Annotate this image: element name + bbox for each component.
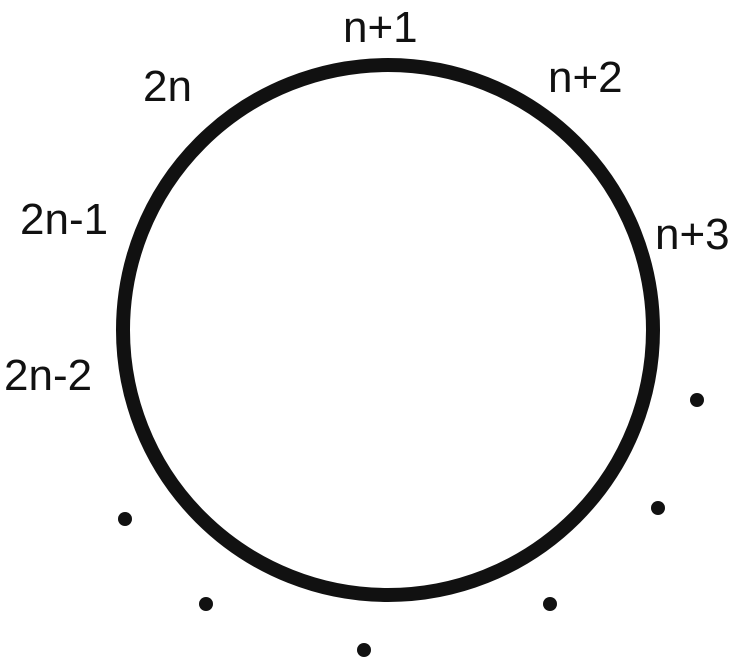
label-n-plus-1: n+1 [343,3,418,52]
label-n-plus-3: n+3 [655,210,730,259]
ellipsis-dot [118,512,132,526]
ring-circle [116,58,660,602]
ellipsis-dot [357,643,371,657]
label-2n: 2n [143,62,192,111]
label-2n-minus-1: 2n-1 [20,195,108,244]
label-n-plus-2: n+2 [548,53,623,102]
label-2n-minus-2: 2n-2 [4,351,92,400]
ellipsis-dot [199,597,213,611]
ellipsis-dot [651,501,665,515]
ellipsis-dot [543,597,557,611]
ellipsis-dot [690,393,704,407]
